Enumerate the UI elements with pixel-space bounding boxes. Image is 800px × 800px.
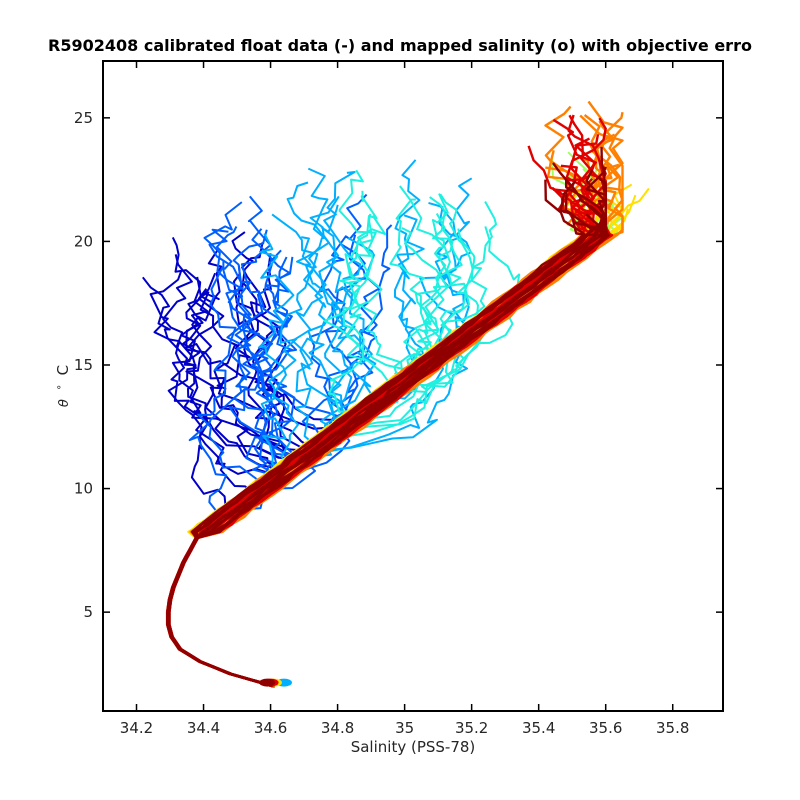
profile-line xyxy=(166,156,589,688)
x-tick-label: 35.6 xyxy=(589,719,622,737)
x-axis: 34.2 34.4 34.6 34.8 35 35.2 35.4 35.6 35.8 xyxy=(120,61,689,737)
y-axis-label-unit: C xyxy=(54,365,72,375)
x-tick-label: 35.8 xyxy=(656,719,689,737)
x-tick-label: 35 xyxy=(395,719,414,737)
profile-line xyxy=(166,177,609,688)
x-axis-label: Salinity (PSS-78) xyxy=(351,738,476,756)
profile-line xyxy=(168,169,414,688)
plot-area xyxy=(142,100,650,688)
svg-text:θ ∘ C: θ ∘ C xyxy=(48,365,72,407)
profile-line xyxy=(166,189,602,688)
profile-line xyxy=(168,180,590,688)
y-tick-label: 15 xyxy=(74,356,93,374)
x-tick-label: 34.8 xyxy=(321,719,354,737)
y-tick-label: 5 xyxy=(83,603,93,621)
y-axis-label: θ ∘ C xyxy=(48,365,72,407)
mapped-salinity-marker xyxy=(259,678,276,687)
x-tick-label: 34.6 xyxy=(254,719,287,737)
profile-line xyxy=(166,178,607,688)
x-tick-label: 35.2 xyxy=(455,719,488,737)
profile-line xyxy=(168,175,595,688)
y-tick-label: 25 xyxy=(74,109,93,127)
x-tick-label: 34.4 xyxy=(187,719,220,737)
profile-line xyxy=(166,179,587,688)
y-tick-label: 10 xyxy=(74,480,93,498)
profile-line xyxy=(166,177,609,688)
profile-line xyxy=(166,213,609,688)
axes-box xyxy=(102,60,724,712)
profile-line xyxy=(167,178,608,688)
y-axis-label-symbol: θ xyxy=(57,399,72,407)
y-axis: 5 10 15 20 25 xyxy=(74,109,723,621)
x-tick-label: 34.2 xyxy=(120,719,153,737)
x-tick-label: 35.4 xyxy=(522,719,555,737)
y-tick-label: 20 xyxy=(74,232,93,250)
profile-line xyxy=(167,190,410,688)
profile-line xyxy=(167,181,607,688)
chart-title: R5902408 calibrated float data (-) and m… xyxy=(48,36,752,55)
profile-line xyxy=(168,198,429,688)
